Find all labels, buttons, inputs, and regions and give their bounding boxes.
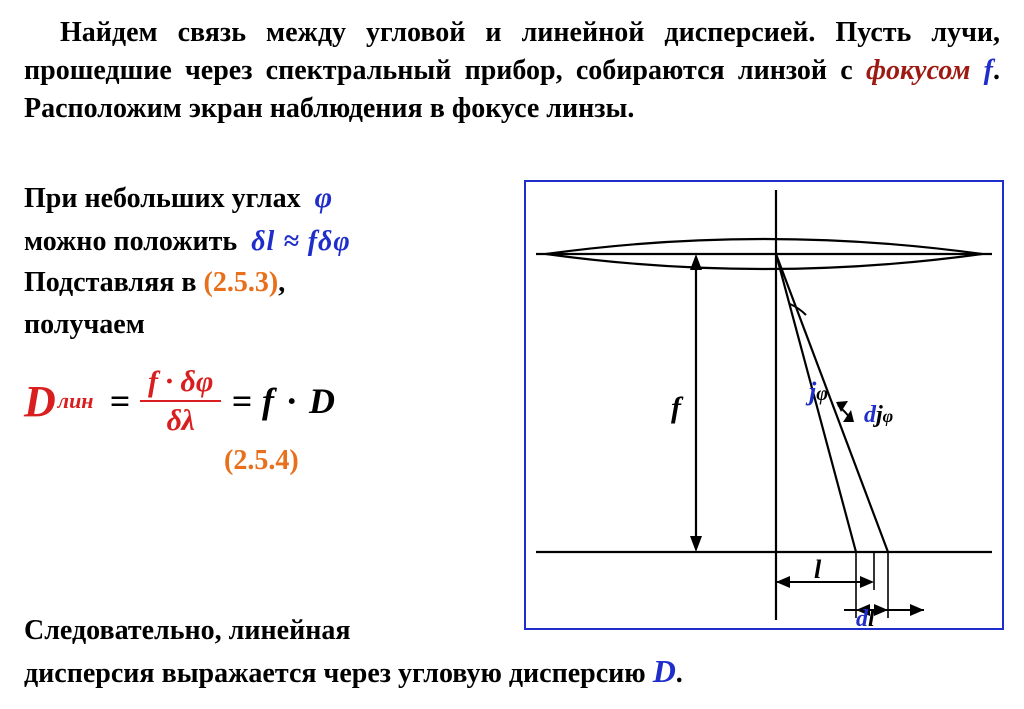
line-angles: При небольших углах φ: [24, 178, 514, 219]
dl-arrow-right: [910, 604, 924, 616]
line-obtain: получаем: [24, 306, 514, 344]
text-obtain: получаем: [24, 309, 145, 340]
l-arrow-left: [776, 576, 790, 588]
label-dl: dl: [856, 606, 875, 628]
rhs-fD: f · D: [262, 380, 337, 422]
text-substituting: Подставляя в: [24, 267, 204, 298]
approx-expression: δl ≈ fδφ: [251, 226, 351, 257]
fraction: f · δφ δλ: [140, 366, 221, 437]
phi-symbol: φ: [315, 181, 333, 214]
comma: ,: [278, 267, 285, 298]
diagram-svg: f jφ djφ l dl: [526, 182, 1002, 628]
line-approx: можно положить δl ≈ fδφ: [24, 223, 514, 261]
label-l: l: [814, 555, 822, 584]
line-subst: Подставляя в (2.5.3),: [24, 264, 514, 302]
f-arrow-up: [690, 254, 702, 270]
D-lin-subscript: лин: [58, 388, 94, 414]
left-column: При небольших углах φ можно положить δl …: [24, 178, 514, 477]
label-f: f: [671, 391, 684, 424]
equals-1: =: [110, 380, 131, 422]
text-assume: можно положить: [24, 226, 237, 257]
dl-arrow-mid: [874, 604, 888, 616]
ref-eq-253: (2.5.3): [204, 267, 279, 298]
intro-paragraph: Найдем связь между угловой и линейной ди…: [24, 14, 1000, 127]
equation-number: (2.5.4): [224, 445, 514, 477]
final-dot: .: [676, 658, 683, 689]
D-lin-symbol: D: [24, 376, 56, 427]
D-angular-symbol: D: [653, 653, 676, 689]
conclusion-text: дисперсия выражается через угловую диспе…: [24, 658, 653, 689]
focus-word: фокусом: [866, 55, 971, 86]
numerator: f · δφ: [140, 366, 221, 401]
dphi-arrow-1: [836, 401, 848, 412]
l-arrow-right: [860, 576, 874, 588]
focus-variable: f: [984, 55, 993, 86]
intro-part1: Найдем связь между угловой и линейной ди…: [24, 17, 1000, 86]
denominator: δλ: [159, 402, 203, 437]
f-arrow-down: [690, 536, 702, 552]
equals-2: =: [231, 380, 252, 422]
conclusion-line2: дисперсия выражается через угловую диспе…: [24, 650, 1004, 693]
text-small-angles: При небольших углах: [24, 183, 301, 214]
optics-diagram: f jφ djφ l dl: [524, 180, 1004, 630]
label-dphi: djφ: [864, 402, 893, 428]
main-formula: D лин = f · δφ δλ = f · D: [24, 366, 514, 437]
